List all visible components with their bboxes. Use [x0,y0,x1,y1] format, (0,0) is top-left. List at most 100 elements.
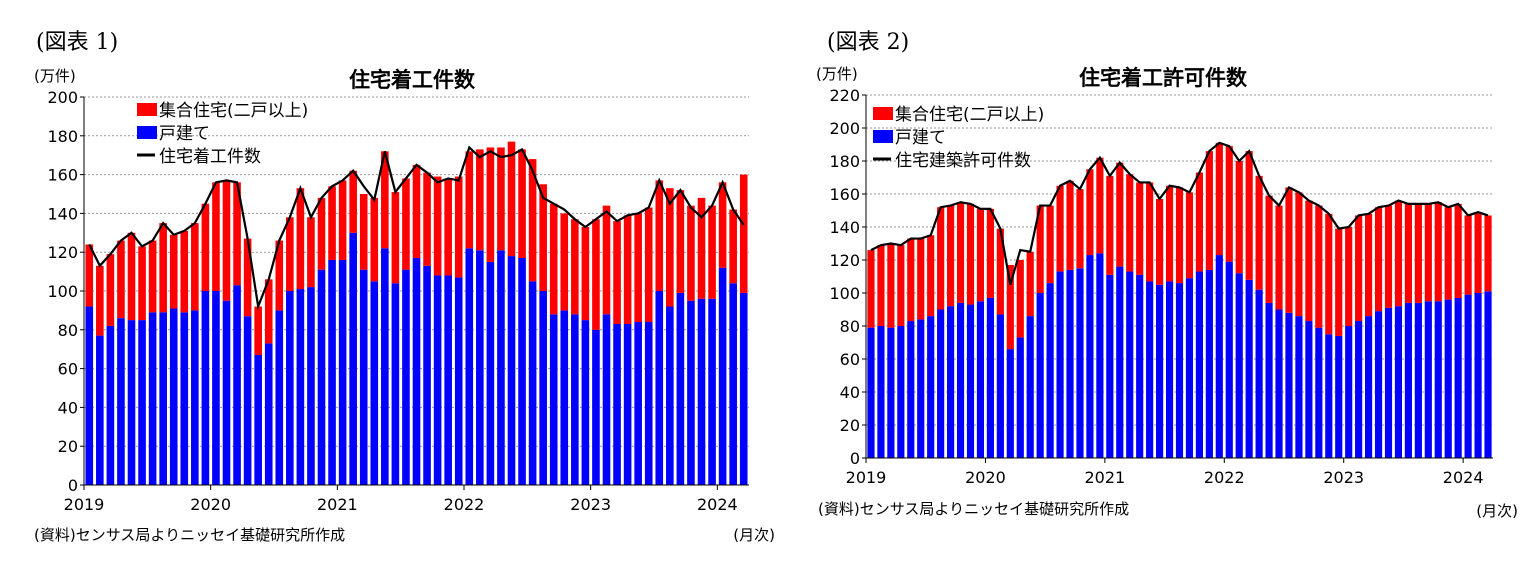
bar-multi-family [328,186,336,260]
bar-multi-family [539,184,547,291]
bar-single-family [138,320,146,485]
bar-multi-family [1414,203,1422,303]
bar-multi-family [1255,175,1263,290]
bar-multi-family [1295,192,1303,317]
bar-multi-family [1136,182,1144,275]
bar-multi-family [1245,151,1253,280]
bar-multi-family [433,176,442,276]
y-tick-label: 160 [829,185,860,204]
bar-single-family [423,265,431,485]
bar-single-family [127,320,136,485]
bar-multi-family [233,182,241,286]
bar-multi-family [1156,198,1164,285]
bar-multi-family [518,149,526,259]
bar-single-family [996,314,1004,458]
x-tick-label: 2024 [697,495,738,514]
bar-single-family [433,275,442,485]
bar-single-family [947,306,955,458]
bar-single-family [148,312,157,485]
bar-single-family [1225,261,1233,458]
x-tick-label: 2022 [444,495,485,514]
bar-single-family [243,316,252,485]
bar-single-family [1106,274,1114,458]
bar-multi-family [1116,162,1124,267]
bar-multi-family [1215,142,1223,256]
bar-multi-family [1056,185,1064,272]
bar-single-family [549,314,558,485]
bar-multi-family [275,240,284,311]
legend-swatch-single-family [873,130,893,143]
bar-multi-family [1265,195,1273,303]
bar-multi-family [1225,146,1233,262]
bar-single-family [1404,302,1412,458]
bar-multi-family [286,217,294,291]
bar-single-family [1434,301,1442,458]
bar-multi-family [1474,212,1482,293]
bar-multi-family [307,217,315,288]
bar-single-family [1365,316,1373,458]
bar-single-family [937,309,945,458]
bar-single-family [1136,274,1144,458]
bar-multi-family [1046,205,1054,284]
bar-multi-family [1185,192,1194,279]
bar-multi-family [708,205,716,299]
bar-single-family [1046,283,1054,458]
y-tick-label: 120 [47,243,78,262]
bar-single-family [96,335,104,485]
bar-single-family [897,326,905,458]
bar-single-family [1275,309,1283,458]
bar-multi-family [243,238,252,317]
bar-single-family [1016,337,1024,458]
bar-multi-family [117,240,125,319]
bar-single-family [1474,293,1482,458]
bar-multi-family [687,205,695,301]
bar-single-family [729,283,737,485]
bar-single-family [317,269,326,485]
y-tick-label: 220 [829,86,860,105]
bar-single-family [966,304,975,458]
bar-multi-family [666,188,674,307]
bar-single-family [1185,278,1194,458]
bar-multi-family [887,243,895,328]
bar-multi-family [592,219,600,330]
bar-single-family [444,275,452,485]
chart-title: 住宅着工許可件数 [1079,66,1248,90]
y-tick-label: 40 [58,398,78,417]
bar-multi-family [1325,213,1333,335]
legend-label-single-family: 戸建て [159,124,210,144]
y-tick-label: 160 [47,166,78,185]
bar-multi-family [1096,157,1104,254]
bar-multi-family [1464,215,1472,295]
bar-multi-family [897,245,905,326]
y-tick-label: 40 [840,383,860,402]
bar-multi-family [159,223,167,313]
bar-multi-family [191,223,199,311]
bar-multi-family [571,219,579,315]
bar-multi-family [528,159,537,282]
line-total [870,141,1489,286]
bar-single-family [476,250,484,485]
bar-single-family [106,325,115,485]
bar-single-family [486,261,495,485]
bar-single-family [233,285,241,485]
bar-single-family [1265,302,1273,458]
y-tick-label: 100 [829,284,860,303]
bar-multi-family [947,205,955,307]
bar-multi-family [976,208,985,302]
bar-multi-family [549,203,558,315]
source-note: (資料)センサス局よりニッセイ基礎研究所作成 [818,500,1129,518]
bar-multi-family [581,226,590,321]
bar-single-family [1424,301,1432,458]
bar-multi-family [349,170,357,233]
x-tick-label: 2020 [190,495,231,514]
x-unit-label: (月次) [1476,502,1518,520]
bar-single-family [191,310,199,485]
bar-multi-family [1404,203,1412,303]
bar-single-family [1285,312,1293,458]
bar-multi-family [1345,227,1353,326]
legend-swatch-single-family [137,126,157,139]
bar-multi-family [391,192,400,284]
bar-single-family [907,321,915,458]
bar-multi-family [201,203,210,291]
